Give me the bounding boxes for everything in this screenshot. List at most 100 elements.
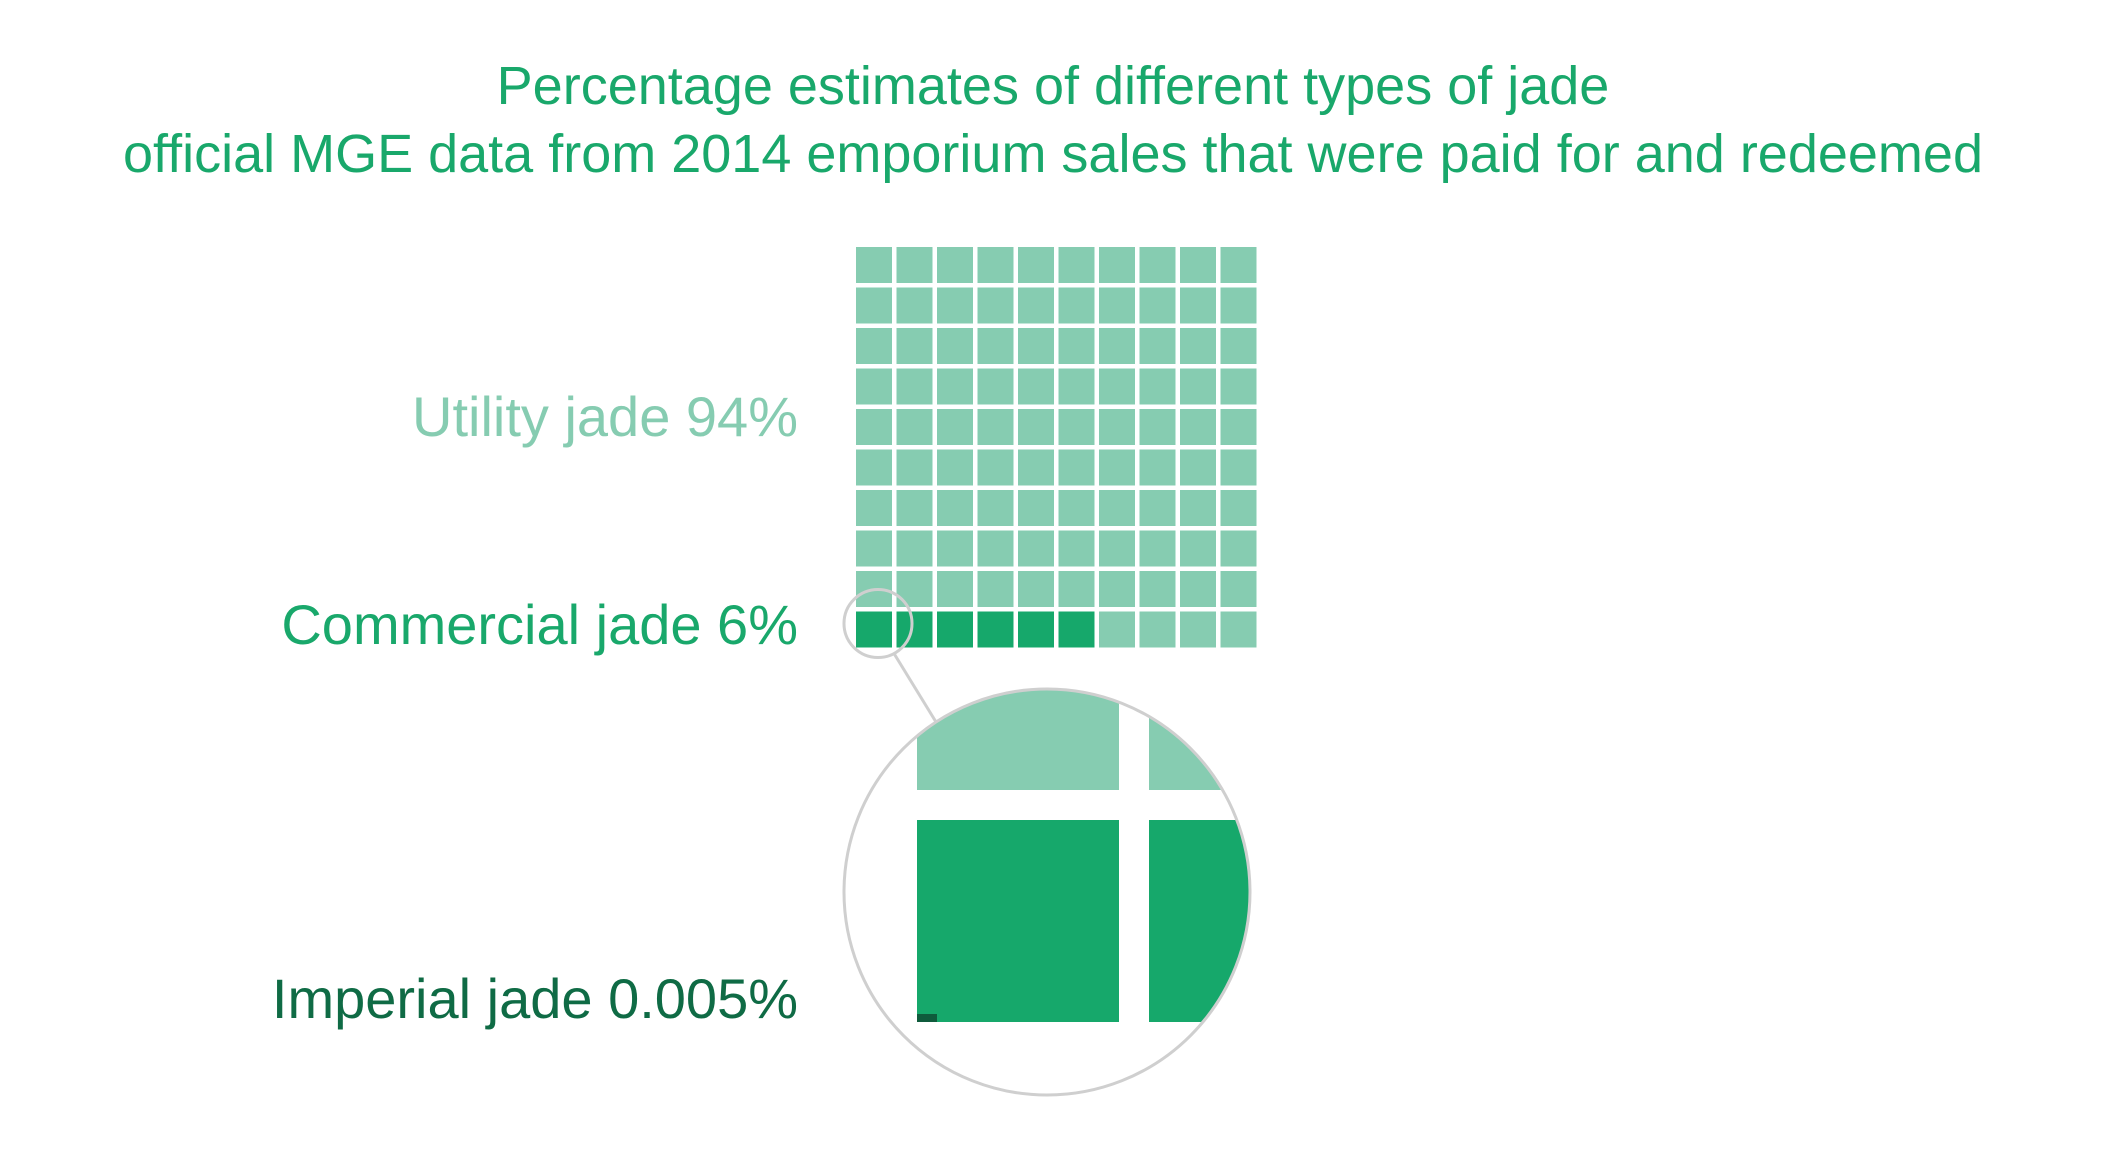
- waffle-cell-utility: [1220, 409, 1257, 445]
- waffle-cell-utility: [1018, 368, 1054, 405]
- waffle-cell-commercial: [856, 611, 892, 648]
- waffle-cell-utility: [896, 490, 933, 526]
- waffle-cell-utility: [1180, 328, 1216, 364]
- waffle-cell-utility: [1220, 611, 1257, 648]
- waffle-cell-commercial: [937, 611, 973, 648]
- waffle-cell-utility: [1220, 328, 1257, 364]
- waffle-cell-utility: [1058, 409, 1095, 445]
- waffle-cell-utility: [896, 287, 933, 324]
- waffle-cell-commercial: [1018, 611, 1054, 648]
- waffle-cell-utility: [937, 287, 973, 324]
- chart-title-block: Percentage estimates of different types …: [0, 52, 2106, 188]
- waffle-cell-utility: [856, 368, 892, 405]
- magnifier-ring: [842, 687, 1252, 1097]
- waffle-cell-utility: [1018, 530, 1054, 567]
- waffle-cell-utility: [856, 247, 892, 283]
- waffle-cell-utility: [937, 328, 973, 364]
- waffle-cell-utility: [896, 328, 933, 364]
- magnifier-cell-imperial: [917, 1014, 937, 1022]
- legend-label-commercial-jade: Commercial jade 6%: [281, 593, 798, 656]
- legend-label-imperial-jade: Imperial jade 0.005%: [271, 967, 798, 1030]
- waffle-cell-utility: [937, 409, 973, 445]
- waffle-cell-utility: [1018, 247, 1054, 283]
- waffle-cell-utility: [1180, 287, 1216, 324]
- waffle-cell-utility: [1099, 409, 1135, 445]
- waffle-cell-utility: [977, 328, 1014, 364]
- waffle-cell-utility: [1058, 368, 1095, 405]
- magnifier-cell-commercial: [917, 820, 1119, 1022]
- waffle-cell-utility: [1018, 328, 1054, 364]
- waffle-grid: [856, 247, 1257, 648]
- waffle-cell-utility: [977, 530, 1014, 567]
- waffle-cell-utility: [1180, 530, 1216, 567]
- waffle-cell-utility: [896, 449, 933, 486]
- waffle-cell-utility: [1220, 490, 1257, 526]
- waffle-cell-utility: [1018, 409, 1054, 445]
- waffle-cell-utility: [937, 247, 973, 283]
- waffle-cell-utility: [1058, 328, 1095, 364]
- waffle-cell-utility: [1139, 449, 1176, 486]
- waffle-cell-utility: [856, 449, 892, 486]
- waffle-cell-utility: [977, 571, 1014, 607]
- waffle-cell-utility: [1058, 449, 1095, 486]
- magnifier-cell-commercial: [1149, 820, 1250, 1022]
- waffle-cell-utility: [856, 530, 892, 567]
- waffle-cell-utility: [1058, 287, 1095, 324]
- waffle-cell-utility: [1180, 247, 1216, 283]
- waffle-cell-utility: [1180, 449, 1216, 486]
- waffle-cell-utility: [1139, 611, 1176, 648]
- waffle-cell-utility: [1139, 328, 1176, 364]
- waffle-cell-utility: [1099, 530, 1135, 567]
- waffle-cell-utility: [1099, 611, 1135, 648]
- waffle-cell-utility: [1139, 409, 1176, 445]
- waffle-cell-utility: [856, 490, 892, 526]
- waffle-cell-utility: [1220, 449, 1257, 486]
- waffle-cell-utility: [1018, 449, 1054, 486]
- waffle-cell-utility: [1058, 247, 1095, 283]
- waffle-cell-utility: [1180, 368, 1216, 405]
- waffle-cell-utility: [1139, 530, 1176, 567]
- waffle-cell-utility: [1180, 409, 1216, 445]
- waffle-cell-utility: [977, 490, 1014, 526]
- waffle-cell-utility: [1220, 368, 1257, 405]
- waffle-cell-commercial: [1058, 611, 1095, 648]
- magnifier-connector: [892, 652, 938, 723]
- waffle-cell-utility: [1018, 571, 1054, 607]
- waffle-cell-utility: [856, 328, 892, 364]
- waffle-cell-utility: [1099, 368, 1135, 405]
- waffle-cell-utility: [896, 247, 933, 283]
- waffle-cell-utility: [1139, 490, 1176, 526]
- waffle-cell-utility: [856, 409, 892, 445]
- waffle-cell-utility: [1220, 530, 1257, 567]
- waffle-cell-utility: [1058, 571, 1095, 607]
- chart-title: Percentage estimates of different types …: [496, 56, 1610, 116]
- waffle-cell-utility: [1099, 571, 1135, 607]
- waffle-cell-utility: [1018, 287, 1054, 324]
- waffle-cell-utility: [937, 571, 973, 607]
- waffle-cell-utility: [937, 449, 973, 486]
- waffle-cell-utility: [856, 287, 892, 324]
- waffle-cell-utility: [977, 449, 1014, 486]
- waffle-cell-utility: [896, 571, 933, 607]
- waffle-cell-utility: [1220, 571, 1257, 607]
- waffle-cell-utility: [937, 530, 973, 567]
- waffle-cell-utility: [937, 368, 973, 405]
- waffle-cell-commercial: [977, 611, 1014, 648]
- waffle-cell-utility: [1180, 571, 1216, 607]
- waffle-cell-utility: [1180, 490, 1216, 526]
- waffle-cell-utility: [896, 409, 933, 445]
- waffle-cell-utility: [1139, 287, 1176, 324]
- waffle-cell-utility: [1099, 490, 1135, 526]
- waffle-cell-utility: [1058, 490, 1095, 526]
- waffle-cell-utility: [1099, 287, 1135, 324]
- waffle-cell-utility: [1058, 530, 1095, 567]
- waffle-cell-utility: [1220, 247, 1257, 283]
- waffle-cell-utility: [1139, 247, 1176, 283]
- chart-subtitle: official MGE data from 2014 emporium sal…: [123, 124, 1983, 184]
- waffle-cell-utility: [977, 287, 1014, 324]
- waffle-cell-utility: [977, 368, 1014, 405]
- magnifier-target-ring: [842, 588, 914, 659]
- waffle-cell-utility: [977, 409, 1014, 445]
- waffle-cell-utility: [1099, 247, 1135, 283]
